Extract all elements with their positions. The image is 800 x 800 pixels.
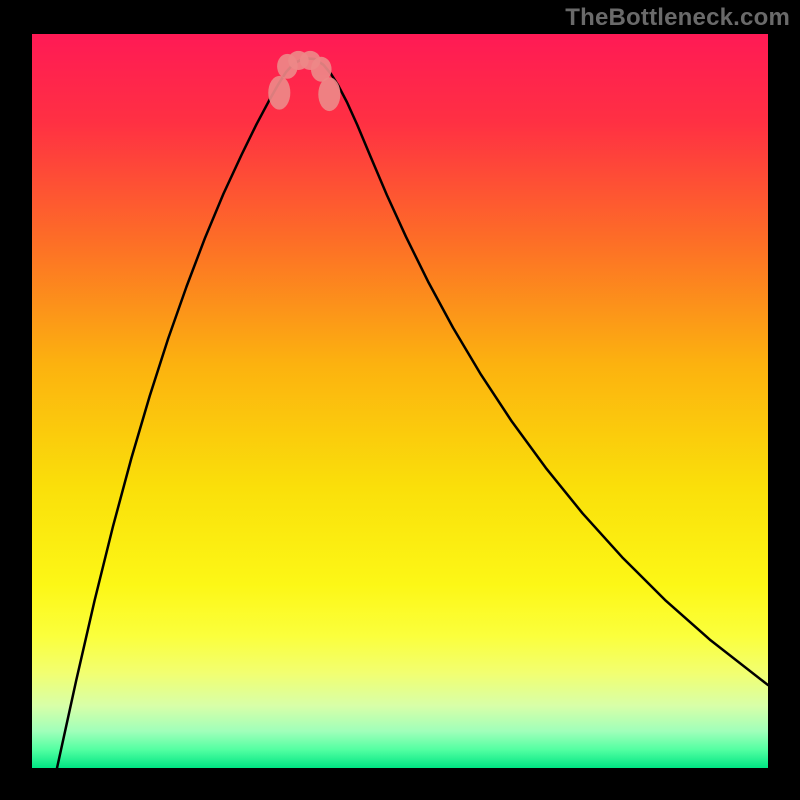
chart-frame: TheBottleneck.com: [0, 0, 800, 800]
lobe-group: [268, 51, 340, 111]
watermark-text: TheBottleneck.com: [565, 4, 790, 32]
plot-svg: [32, 34, 768, 768]
lobe-marker: [318, 77, 340, 111]
lobe-marker: [268, 76, 290, 110]
bottleneck-curve: [57, 58, 768, 768]
